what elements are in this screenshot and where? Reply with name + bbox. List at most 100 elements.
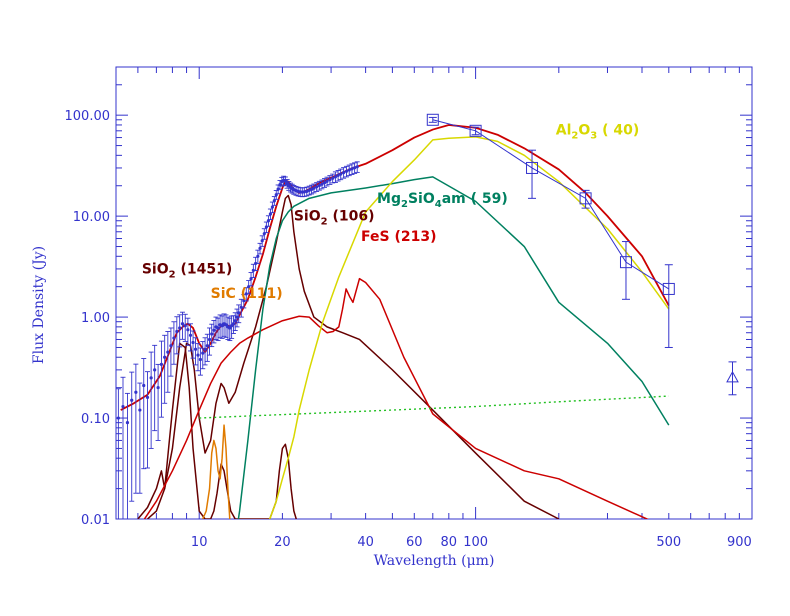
spectrum-point xyxy=(336,173,340,178)
x-tick-label: 500 xyxy=(656,535,681,550)
y-tick-label: 10.00 xyxy=(73,210,110,225)
spectrum-point xyxy=(270,205,274,209)
x-tick-label: 40 xyxy=(357,535,374,550)
spectrum-point xyxy=(134,390,138,394)
spectrum-point xyxy=(207,337,212,342)
photometry-line xyxy=(432,119,670,290)
spectrum-point xyxy=(193,347,198,351)
spectrum-point xyxy=(216,326,220,330)
spectrum-point xyxy=(325,179,329,183)
spectrum-point xyxy=(178,326,182,330)
spectrum-point xyxy=(180,322,185,326)
spectrum-point xyxy=(121,404,125,409)
photometry-marker xyxy=(579,192,592,205)
photometry-marker xyxy=(619,256,632,269)
plot-border xyxy=(115,66,753,520)
x-tick-label: 900 xyxy=(727,535,752,550)
spectrum-point xyxy=(320,182,324,186)
spectrum-point xyxy=(149,376,153,380)
spectrum-point xyxy=(283,179,287,183)
series-line xyxy=(143,277,649,519)
spectrum-point xyxy=(183,324,187,328)
spectrum-point xyxy=(138,408,142,412)
species-label: SiO2 (1451) xyxy=(142,262,232,281)
spectrum-point xyxy=(201,351,205,355)
spectrum-point xyxy=(169,344,173,348)
spectrum-point xyxy=(220,324,224,328)
series-line xyxy=(202,424,231,519)
spectrum-point xyxy=(342,170,346,175)
species-label: FeS (213) xyxy=(361,229,436,245)
plot-frame xyxy=(115,66,753,520)
spectrum-point xyxy=(198,357,202,362)
spectrum-point xyxy=(315,185,319,189)
spectrum-point xyxy=(175,329,179,334)
spectrum-point xyxy=(353,166,357,170)
spectrum-point xyxy=(196,353,200,357)
y-axis-title: Flux Density (Jy) xyxy=(31,246,47,364)
x-tick-label: 20 xyxy=(274,535,291,550)
spectrum-point xyxy=(212,328,216,332)
y-tick-label: 0.01 xyxy=(81,513,110,528)
spectrum-point xyxy=(235,315,239,319)
spectrum-point xyxy=(230,324,234,328)
spectrum-point xyxy=(159,362,164,366)
spectrum-point xyxy=(302,190,306,194)
spectrum-point xyxy=(278,183,282,187)
spectrum-point xyxy=(237,311,241,315)
spectrum-point xyxy=(186,328,190,332)
spectrum-point xyxy=(268,212,273,216)
spectrum-point xyxy=(328,178,332,182)
x-tick-label: 100 xyxy=(463,535,488,550)
photometry-marker xyxy=(662,282,675,295)
spectrum-point xyxy=(205,344,209,348)
spectrum-point xyxy=(210,332,214,336)
spectrum-point xyxy=(191,340,195,345)
y-tick-label: 0.10 xyxy=(81,412,110,427)
x-tick-label: 80 xyxy=(441,535,458,550)
spectrum-point xyxy=(172,336,176,340)
triangle-marker xyxy=(726,370,739,383)
spectrum-point xyxy=(331,176,335,180)
spectrum-point xyxy=(233,319,237,323)
spectrum-point xyxy=(228,326,232,330)
spectrum-point xyxy=(258,246,262,250)
spectrum-point xyxy=(272,199,276,203)
spectrum-point xyxy=(231,322,236,326)
series-line xyxy=(237,176,670,519)
spectrum-point xyxy=(285,181,289,186)
spectrum-point xyxy=(125,421,130,425)
x-axis-title: Wavelength (μm) xyxy=(374,553,495,569)
photometry-marker xyxy=(426,113,439,126)
spectrum-point xyxy=(142,383,146,388)
spectrum-point xyxy=(305,189,309,193)
spectrum-point xyxy=(347,168,351,172)
spectrum-point xyxy=(260,239,264,243)
species-label: Al2O3 ( 40) xyxy=(556,123,640,142)
spectrum-point xyxy=(153,368,157,372)
data-layer xyxy=(116,113,739,519)
species-label: SiO2 (106) xyxy=(294,209,375,228)
spectrum-point xyxy=(355,165,359,169)
spectrum-point xyxy=(156,386,160,390)
spectrum-point xyxy=(203,347,207,351)
spectrum-point xyxy=(116,416,120,420)
axis-ticks: 0.01 0.10 1.00 10.00 100.00 10 20 40 60 80 100 500 9… xyxy=(65,67,752,550)
spectrum-point xyxy=(130,398,134,402)
photometry-marker xyxy=(526,161,539,174)
spectrum-point xyxy=(224,323,228,327)
series-line xyxy=(137,342,298,519)
spectrum-point xyxy=(350,167,354,171)
spectrum-point xyxy=(166,350,170,354)
spectrum-point xyxy=(322,181,327,185)
species-label: Mg2SiO4am ( 59) xyxy=(377,191,508,210)
spectrum-point xyxy=(256,254,260,258)
species-label: SiC (111) xyxy=(211,286,283,302)
spectrum-point xyxy=(163,355,167,359)
series-line xyxy=(199,395,669,419)
photometry-marker xyxy=(469,124,482,137)
spectrum-point xyxy=(264,225,268,229)
spectrum-point xyxy=(188,333,193,337)
spectrum-point xyxy=(312,186,316,190)
